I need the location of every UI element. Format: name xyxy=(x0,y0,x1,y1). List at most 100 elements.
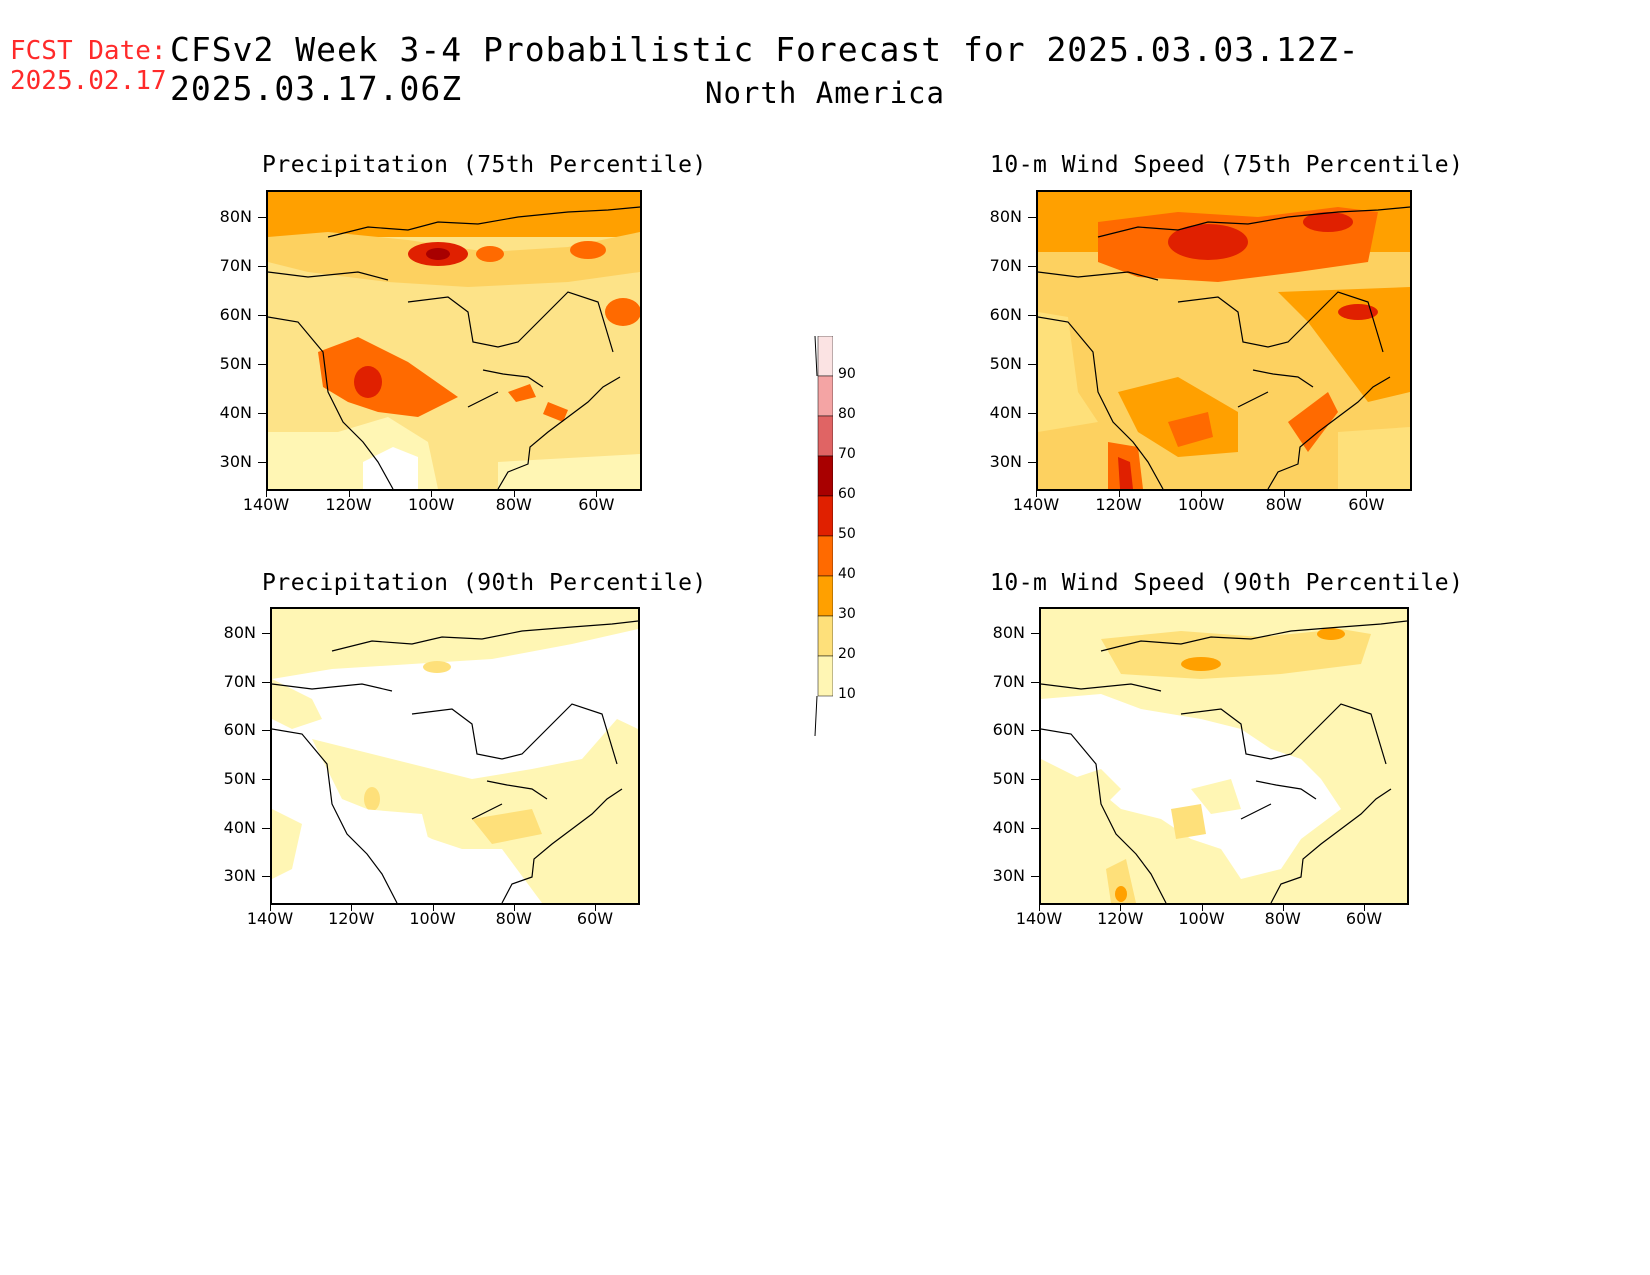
lon-tick xyxy=(1364,903,1365,911)
panel-title-wind-75: 10-m Wind Speed (75th Percentile) xyxy=(990,152,1464,178)
lat-label: 30N xyxy=(223,866,256,885)
colorbar-segment xyxy=(817,535,834,577)
lon-tick xyxy=(1120,903,1122,911)
lon-tick xyxy=(432,903,434,911)
lon-tick xyxy=(513,903,515,911)
lat-tick xyxy=(1031,876,1039,877)
lon-label: 80W xyxy=(495,495,532,514)
lon-tick xyxy=(1201,903,1203,911)
colorbar-label: 90 xyxy=(838,366,856,382)
lat-label: 50N xyxy=(989,353,1022,373)
colorbar-segment xyxy=(817,415,834,457)
lon-tick xyxy=(351,903,353,911)
lon-tick xyxy=(270,903,271,911)
map-wind-75 xyxy=(1036,190,1412,491)
colorbar-label: 50 xyxy=(838,526,856,542)
lat-tick xyxy=(1031,633,1039,635)
panel-title-wind-90: 10-m Wind Speed (90th Percentile) xyxy=(990,570,1464,596)
fcst-date-label: FCST Date: xyxy=(10,36,167,66)
lon-label: 120W xyxy=(325,495,372,514)
colorbar-segment xyxy=(817,495,834,537)
lon-tick xyxy=(1118,489,1120,497)
lat-label: 50N xyxy=(223,768,256,788)
lon-tick xyxy=(431,489,433,497)
region-subtitle: North America xyxy=(705,76,945,110)
lon-tick xyxy=(513,489,515,497)
lat-tick xyxy=(258,461,266,463)
lat-label: 60N xyxy=(219,304,252,324)
lat-label: 80N xyxy=(992,623,1025,643)
panel-title-precip-75: Precipitation (75th Percentile) xyxy=(262,152,707,178)
lat-tick xyxy=(258,314,266,316)
lon-label: 100W xyxy=(409,909,456,928)
colorbar-label: 40 xyxy=(838,566,856,582)
colorbar-segment xyxy=(817,615,834,657)
lat-tick xyxy=(258,412,266,414)
fcst-date-value: 2025.02.17 xyxy=(10,66,167,96)
lat-label: 70N xyxy=(989,255,1022,275)
lat-label: 50N xyxy=(219,353,252,373)
colorbar-label: 30 xyxy=(838,606,856,622)
colorbar-segment xyxy=(817,375,834,417)
lon-label: 80W xyxy=(1264,909,1301,928)
lat-label: 40N xyxy=(219,402,252,422)
colorbar-label: 70 xyxy=(838,446,856,462)
colorbar-label: 80 xyxy=(838,406,856,422)
colorbar xyxy=(803,335,834,737)
lon-tick xyxy=(596,489,598,497)
lon-label: 140W xyxy=(1015,909,1063,928)
lat-label: 60N xyxy=(989,304,1022,324)
lon-tick xyxy=(1283,489,1285,497)
lon-tick xyxy=(1282,903,1284,911)
lon-label: 100W xyxy=(1177,495,1225,514)
lat-tick xyxy=(262,633,270,635)
lon-label: 100W xyxy=(407,495,455,514)
lon-tick xyxy=(1201,489,1203,497)
map-precip-90 xyxy=(270,607,640,905)
lat-tick xyxy=(258,265,266,267)
lat-label: 70N xyxy=(992,671,1025,691)
lat-label: 40N xyxy=(223,817,256,837)
colorbar-label: 60 xyxy=(838,486,856,502)
lon-label: 80W xyxy=(1265,495,1302,514)
lon-label: 140W xyxy=(242,495,290,514)
lat-tick xyxy=(1031,827,1039,829)
lat-label: 40N xyxy=(989,402,1022,422)
panel-title-precip-90: Precipitation (90th Percentile) xyxy=(262,570,707,596)
lat-tick xyxy=(262,778,270,780)
lon-label: 120W xyxy=(328,909,375,928)
lon-tick xyxy=(1039,903,1040,911)
lon-tick xyxy=(1366,489,1368,497)
lon-label: 120W xyxy=(1097,909,1144,928)
lon-label: 140W xyxy=(1012,495,1060,514)
lat-tick xyxy=(262,876,270,877)
lat-label: 40N xyxy=(992,817,1025,837)
lat-tick xyxy=(1031,730,1039,732)
lon-label: 60W xyxy=(1345,909,1383,928)
lat-tick xyxy=(1028,265,1036,267)
lat-tick xyxy=(1031,681,1039,683)
lat-tick xyxy=(1028,216,1036,218)
colorbar-label: 10 xyxy=(838,686,856,702)
lat-label: 60N xyxy=(992,720,1025,740)
colorbar-segment xyxy=(817,655,834,697)
fcst-date-block: FCST Date: 2025.02.17 xyxy=(10,36,167,96)
colorbar-segment xyxy=(817,575,834,617)
lat-tick xyxy=(1028,461,1036,463)
colorbar-segment xyxy=(817,335,834,377)
lon-label: 60W xyxy=(1348,495,1385,514)
colorbar-segment xyxy=(817,455,834,497)
lon-tick xyxy=(348,489,350,497)
lon-label: 60W xyxy=(576,909,614,928)
lat-label: 50N xyxy=(992,768,1025,788)
lon-tick xyxy=(266,489,267,497)
lon-label: 140W xyxy=(246,909,294,928)
lat-label: 80N xyxy=(223,623,256,643)
lat-label: 60N xyxy=(223,720,256,740)
lon-label: 100W xyxy=(1178,909,1225,928)
lat-tick xyxy=(262,827,270,829)
lat-label: 80N xyxy=(989,206,1022,226)
lat-label: 70N xyxy=(219,255,252,275)
lat-label: 70N xyxy=(223,671,256,691)
lon-label: 120W xyxy=(1095,495,1142,514)
